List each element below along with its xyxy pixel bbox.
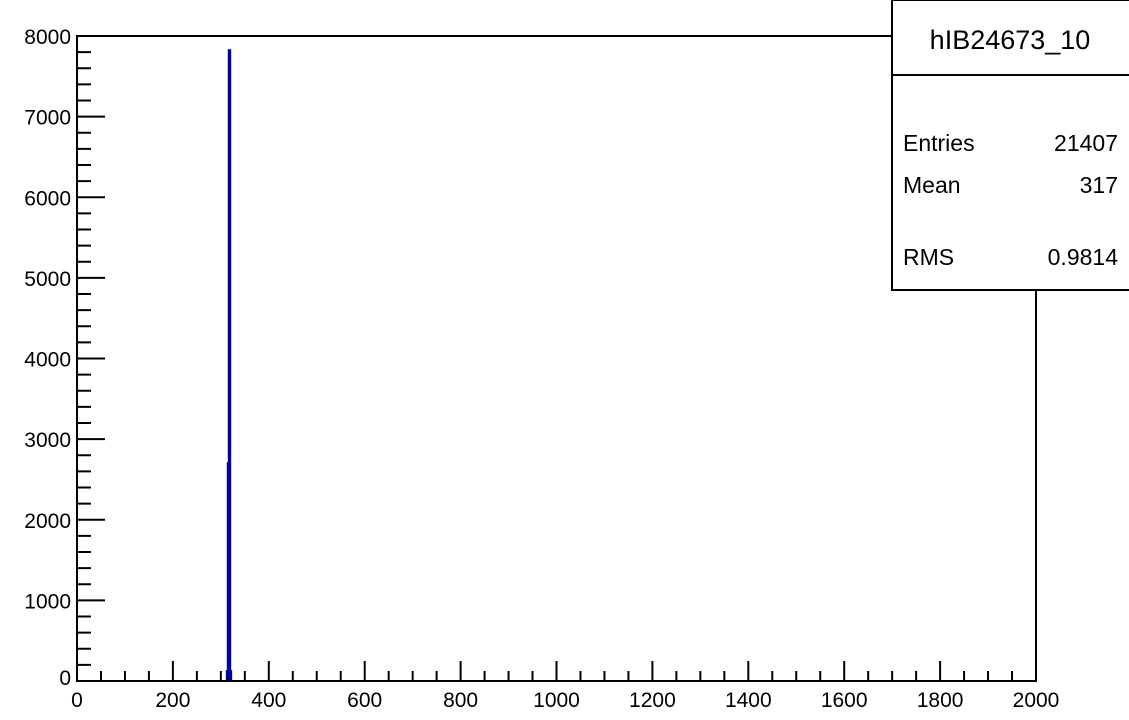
y-tick-label: 0 — [59, 667, 71, 690]
y-tick-label: 3000 — [24, 429, 71, 452]
y-axis-tick-labels: 0 1000 2000 3000 4000 5000 6000 7000 8000 — [24, 26, 71, 690]
x-tick-label: 1200 — [629, 689, 676, 712]
x-tick-label: 800 — [443, 689, 478, 712]
y-tick-label: 5000 — [24, 268, 71, 291]
stats-rms-label: RMS — [903, 244, 954, 270]
stats-box-frame — [891, 0, 1129, 291]
y-tick-label: 1000 — [24, 590, 71, 613]
histogram-series — [225, 49, 233, 681]
x-axis-tick-labels: 0 200 400 600 800 1000 1200 1400 1600 1800 2000 — [71, 689, 1059, 712]
x-tick-label: 1800 — [917, 689, 964, 712]
y-tick-label: 6000 — [24, 187, 71, 210]
x-tick-label: 1000 — [533, 689, 580, 712]
x-tick-label: 400 — [251, 689, 286, 712]
x-tick-label: 0 — [71, 689, 83, 712]
y-tick-label: 4000 — [24, 349, 71, 372]
x-tick-label: 1400 — [725, 689, 772, 712]
x-tick-label: 200 — [155, 689, 190, 712]
x-tick-label: 600 — [347, 689, 382, 712]
stats-box-title: hIB24673_10 — [930, 25, 1091, 55]
stats-entries-value: 21407 — [1054, 130, 1118, 156]
y-tick-label: 2000 — [24, 510, 71, 533]
histogram-bin-2 — [227, 49, 232, 681]
stats-rms-value: 0.9814 — [1048, 244, 1119, 270]
axis-ticks — [76, 35, 1037, 682]
x-tick-label: 2000 — [1013, 689, 1060, 712]
y-tick-label: 8000 — [24, 26, 71, 49]
stats-mean-label: Mean — [903, 172, 961, 198]
stats-mean-value: 317 — [1080, 172, 1118, 198]
y-tick-label: 7000 — [24, 107, 71, 130]
stats-box: hIB24673_10 Entries 21407 Mean 317 RMS 0… — [891, 0, 1129, 291]
x-tick-label: 1600 — [821, 689, 868, 712]
histogram-bin-3 — [228, 670, 233, 681]
stats-entries-label: Entries — [903, 130, 975, 156]
